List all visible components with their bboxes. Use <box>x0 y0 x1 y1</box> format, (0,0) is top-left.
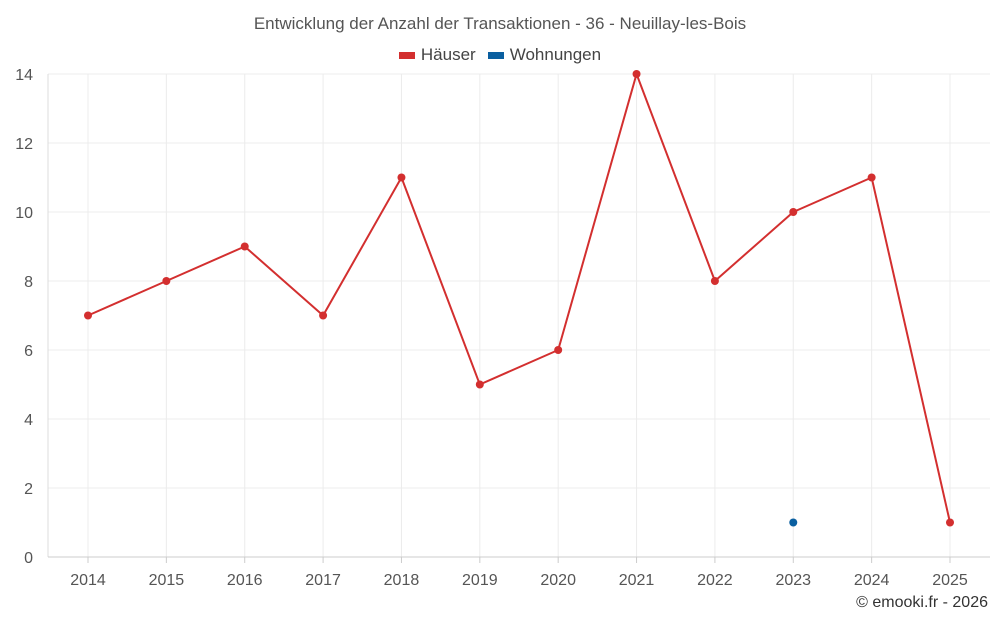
series-1 <box>789 518 798 527</box>
x-tick-label-2021: 2021 <box>619 572 655 589</box>
data-point-0-2025[interactable] <box>946 518 954 527</box>
x-tick-label-2019: 2019 <box>462 572 498 589</box>
data-point-0-2024[interactable] <box>867 173 876 182</box>
data-point-0-2019[interactable] <box>475 380 484 389</box>
data-point-0-2020[interactable] <box>554 346 563 354</box>
grid-layer <box>48 73 990 557</box>
legend-item-wohnungen[interactable]: Wohnungen <box>487 45 602 65</box>
x-tick-label-2025: 2025 <box>932 572 968 589</box>
y-tick-label-12: 12 <box>15 136 33 153</box>
data-point-0-2014[interactable] <box>84 311 92 320</box>
data-point-0-2021[interactable] <box>632 70 641 78</box>
data-point-1-2023[interactable] <box>789 518 798 527</box>
legend-item-haeuser[interactable]: Häuser <box>398 45 476 65</box>
x-tick-label-2023: 2023 <box>775 572 811 589</box>
y-tick-label-2: 2 <box>24 481 33 498</box>
y-tick-label-14: 14 <box>15 67 33 84</box>
series-layer <box>84 70 954 527</box>
legend-swatch-haeuser <box>398 51 415 59</box>
x-tick-label-2017: 2017 <box>305 572 341 589</box>
legend-label-haeuser: Häuser <box>420 45 476 64</box>
x-tick-label-2020: 2020 <box>540 572 576 589</box>
y-tick-label-0: 0 <box>24 550 33 567</box>
y-tick-label-6: 6 <box>24 343 33 360</box>
x-tick-label-2024: 2024 <box>854 572 890 589</box>
series-line-0 <box>87 73 951 523</box>
data-point-0-2023[interactable] <box>789 208 798 216</box>
axis-layer: 0 2 4 6 8 10 12 14 2014 2015 2016 2017 2018 2019 2020 2… <box>15 67 990 589</box>
data-point-0-2022[interactable] <box>710 277 719 285</box>
credit-text: © emooki.fr - 2026 <box>856 594 988 611</box>
chart-title: Entwicklung der Anzahl der Transaktionen… <box>253 14 747 33</box>
y-tick-label-4: 4 <box>24 412 33 429</box>
x-tick-label-2018: 2018 <box>384 572 420 589</box>
data-point-0-2017[interactable] <box>319 311 328 320</box>
y-tick-label-10: 10 <box>15 205 33 222</box>
x-tick-label-2014: 2014 <box>70 572 106 589</box>
legend-swatch-wohnungen <box>487 51 504 59</box>
x-tick-label-2016: 2016 <box>227 572 263 589</box>
y-tick-label-8: 8 <box>24 274 33 291</box>
legend-label-wohnungen: Wohnungen <box>509 45 602 64</box>
x-tick-label-2022: 2022 <box>697 572 733 589</box>
legend: Häuser Wohnungen <box>0 45 1000 65</box>
series-0 <box>84 70 954 527</box>
data-point-0-2018[interactable] <box>397 173 406 182</box>
data-point-0-2015[interactable] <box>162 277 171 285</box>
x-tick-label-2015: 2015 <box>149 572 185 589</box>
data-point-0-2016[interactable] <box>240 242 249 251</box>
